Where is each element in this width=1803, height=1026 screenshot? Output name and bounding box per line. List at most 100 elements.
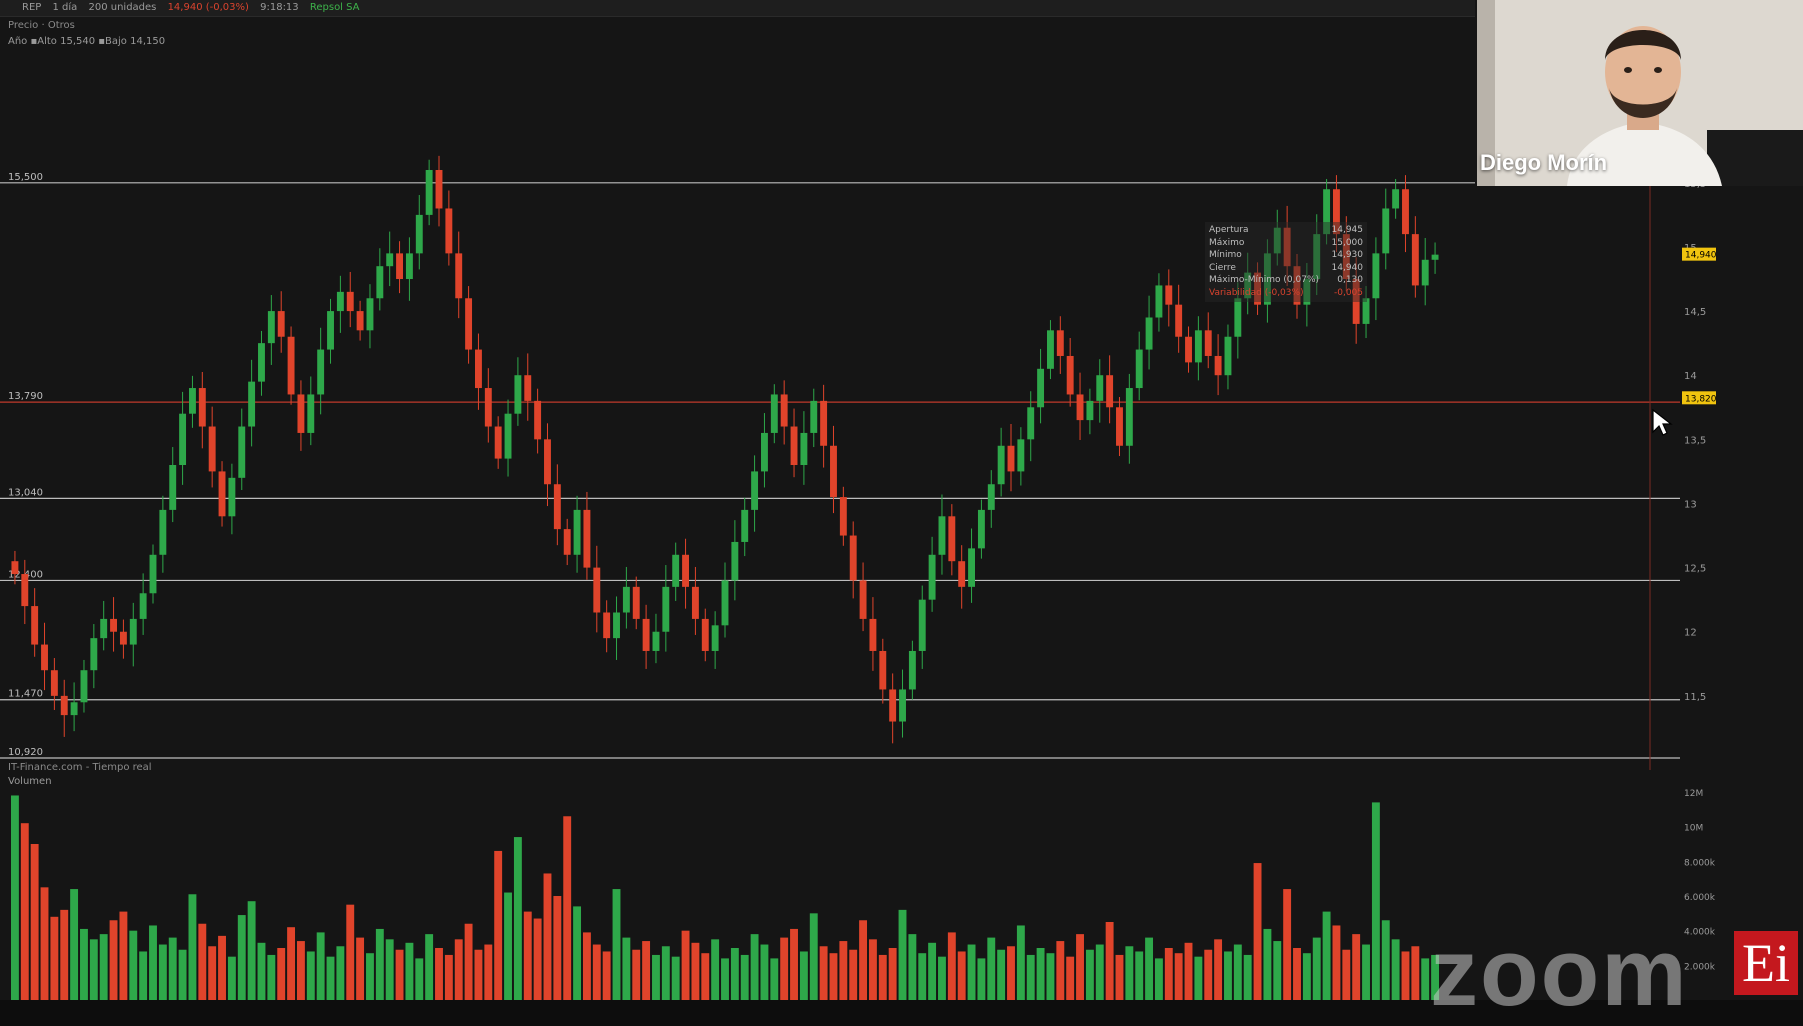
data-source-label: IT-Finance.com - Tiempo real [8,762,152,773]
candle-body [968,548,976,587]
candle-body [179,413,187,465]
volume-bar [740,954,749,1000]
volume-bar [247,901,256,1000]
volume-bar [277,948,286,1000]
candle-body [198,388,206,427]
candle-body [31,606,39,645]
volume-bar [237,915,246,1000]
candle-body [366,298,374,331]
volume-bar [346,904,355,1000]
candle-body [1056,330,1064,356]
candle-body [563,529,571,555]
volume-bar [582,932,591,1000]
candle-body [1234,298,1242,337]
volume-bar [671,956,680,1000]
volume-bar [612,889,621,1000]
volume-axis-tick: 10M [1684,824,1703,834]
volume-bar [513,837,522,1000]
price-axis-tick: 11,5 [1684,692,1706,703]
candle-body [790,426,798,465]
candle-body [1224,336,1232,376]
candle-body [90,638,98,671]
tooltip-row-close: Cierre 14,940 [1209,262,1363,273]
volume-bar [592,944,601,1000]
candle-body [770,394,778,433]
candle-body [1116,407,1123,446]
candle-body [987,484,995,510]
volume-bar [30,844,39,1000]
candle-body [741,509,749,542]
candle-body [1037,368,1045,408]
volume-bar [573,906,582,1000]
volume-bar [1421,958,1430,1000]
volume-bar [287,927,296,1000]
volume-bar [1125,946,1134,1000]
price-tabs[interactable]: Precio · Otros [8,20,75,31]
candle-body [1293,266,1301,305]
candle-body [80,670,88,703]
candle-body [879,650,887,690]
candle-body [494,426,502,459]
symbol-selector[interactable]: REP [22,2,42,13]
units-selector[interactable]: 200 unidades [88,2,157,13]
candle-body [1303,279,1311,305]
volume-bar [760,944,769,1000]
volume-axis-tick: 8.000k [1684,858,1716,868]
price-axis-tick: 13,5 [1684,435,1706,446]
candle-body [573,509,581,555]
chart-toolbar: REP 1 día 200 unidades 14,940 (-0,03%) 9… [0,0,1475,17]
volume-bar [1381,920,1390,1000]
volume-bar [553,896,562,1000]
volume-bar [987,937,996,1000]
webcam-video[interactable] [1477,0,1803,186]
ei-logo: Ei [1734,931,1798,995]
candle-body [139,593,147,619]
candle-body [267,311,275,344]
volume-bar [385,939,394,1000]
volume-bar [1362,944,1370,1000]
candle-body [405,253,413,280]
volume-bar [878,954,887,1000]
speaker-video-frame [1477,0,1803,186]
candle-body [356,311,364,331]
candle-body [711,625,719,651]
candle-body [691,586,699,619]
candle-body [672,554,680,587]
candle-body [632,586,640,619]
candle-body [652,631,660,651]
volume-bar [819,946,828,1000]
candle-body [908,650,916,690]
candle-body [1165,285,1173,305]
candle-body [839,497,847,536]
volume-bar [99,934,108,1000]
volume-bar [158,944,167,1000]
interval-selector[interactable]: 1 día [52,2,78,13]
volume-bar [129,930,138,1000]
volume-bar [168,937,177,1000]
volume-bar [1371,802,1380,1000]
price-axis-tick: 12,5 [1684,564,1706,575]
candle-body [1273,227,1281,254]
volume-bar [1283,889,1292,1000]
candle-body [1254,272,1262,305]
volume-bar [997,949,1006,1000]
candle-body [277,311,285,337]
candle-body [938,516,946,555]
volume-bar [602,951,611,1000]
volume-bar [622,937,631,1000]
volume-bar [711,939,720,1000]
volume-bar [918,953,927,1000]
volume-bar [1154,958,1163,1000]
volume-bar [356,937,365,1000]
volume-bar [198,923,207,1000]
volume-label: Volumen [8,776,52,787]
volume-bar [1194,956,1203,1000]
volume-chart[interactable]: 12M 10M 8.000k 6.000k 4.000k 2.000k [0,770,1803,1000]
candle-body [1096,375,1104,401]
candlesticks [11,155,1439,744]
price-change: 14,940 (-0,03%) [167,2,249,13]
volume-bars [10,795,1440,1000]
price-tag-bg [1682,391,1716,405]
